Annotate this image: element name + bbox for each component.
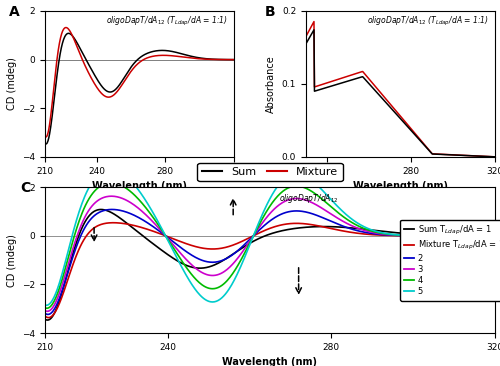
X-axis label: Wavelength (nm): Wavelength (nm) — [222, 357, 318, 366]
Text: oligoDapT/dA$_{12}$ (T$_{Ldap}$/dA = 1:1): oligoDapT/dA$_{12}$ (T$_{Ldap}$/dA = 1:1… — [368, 15, 490, 29]
Text: oligoDapT/dA$_{12}$: oligoDapT/dA$_{12}$ — [279, 191, 338, 205]
Y-axis label: CD (mdeg): CD (mdeg) — [6, 57, 16, 111]
Text: oligoDapT/dA$_{12}$ (T$_{Ldap}$/dA = 1:1): oligoDapT/dA$_{12}$ (T$_{Ldap}$/dA = 1:1… — [106, 15, 228, 29]
Legend: Sum, Mixture: Sum, Mixture — [198, 163, 342, 182]
Y-axis label: CD (mdeg): CD (mdeg) — [6, 234, 16, 287]
Text: A: A — [9, 5, 20, 19]
X-axis label: Wavelength (nm): Wavelength (nm) — [353, 181, 448, 191]
Y-axis label: Absorbance: Absorbance — [266, 55, 276, 113]
X-axis label: Wavelength (nm): Wavelength (nm) — [92, 181, 187, 191]
Text: B: B — [264, 5, 275, 19]
Text: C: C — [20, 181, 30, 195]
Legend: Sum T$_{Ldap}$/dA = 1, Mixture T$_{Ldap}$/dA = 1, 2, 3, 4, 5: Sum T$_{Ldap}$/dA = 1, Mixture T$_{Ldap}… — [400, 220, 500, 300]
